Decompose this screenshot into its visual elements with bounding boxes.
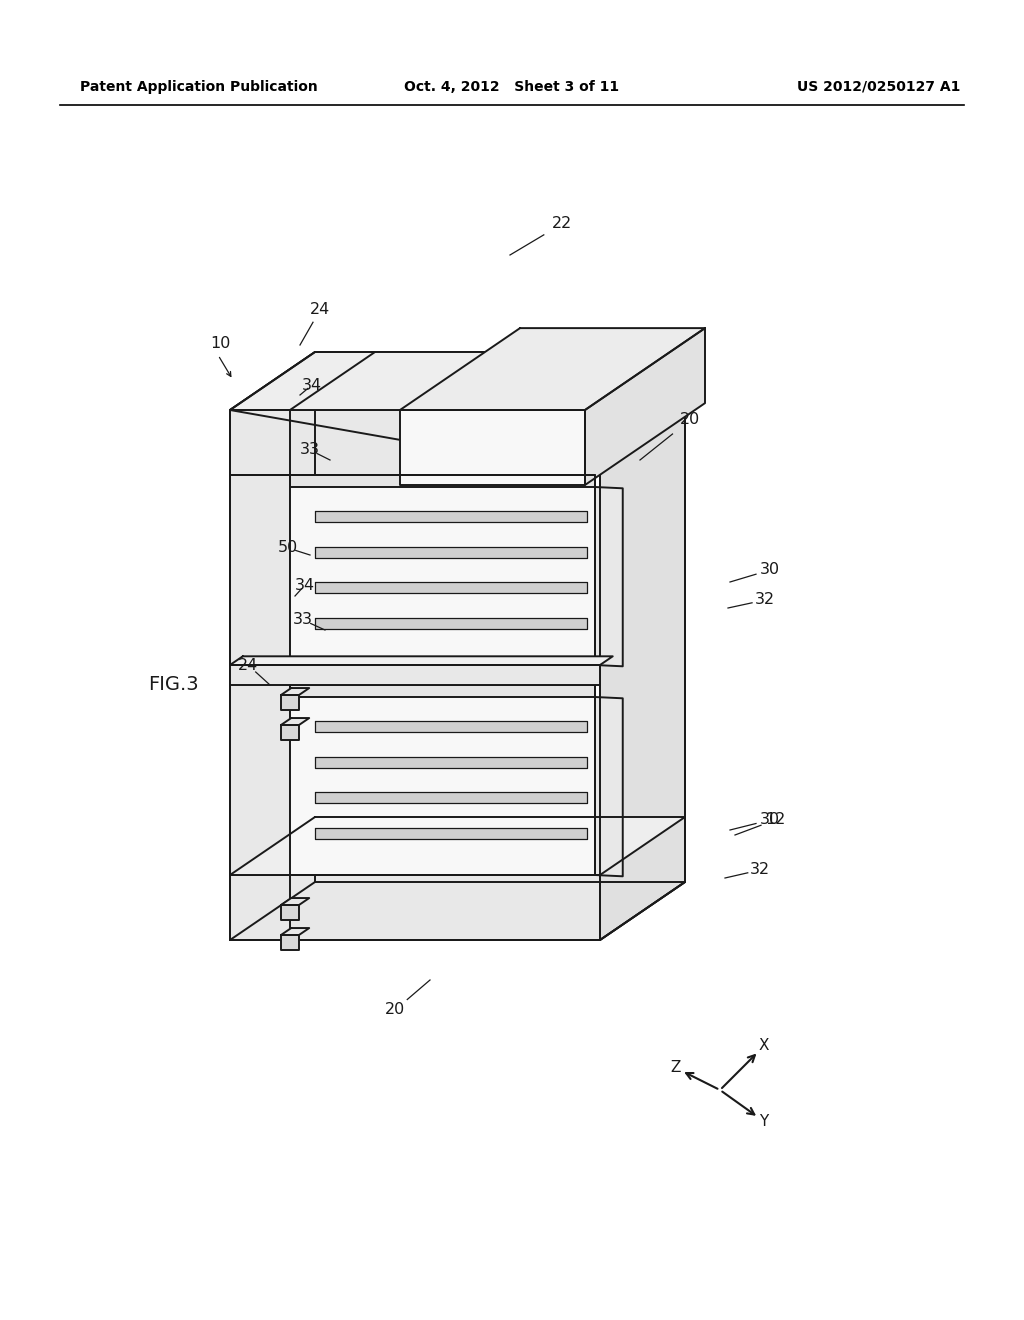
Polygon shape bbox=[281, 906, 299, 920]
Polygon shape bbox=[315, 582, 587, 594]
Text: 24: 24 bbox=[310, 302, 330, 318]
Text: 50: 50 bbox=[278, 540, 298, 556]
Text: 10: 10 bbox=[210, 337, 230, 351]
Text: 34: 34 bbox=[295, 578, 315, 593]
Polygon shape bbox=[315, 792, 587, 804]
Text: FIG.3: FIG.3 bbox=[148, 675, 199, 694]
Text: Z: Z bbox=[671, 1060, 681, 1076]
Text: 32: 32 bbox=[755, 593, 775, 607]
Polygon shape bbox=[585, 329, 705, 484]
Polygon shape bbox=[281, 696, 299, 710]
Polygon shape bbox=[230, 411, 600, 475]
Polygon shape bbox=[290, 475, 595, 487]
Polygon shape bbox=[315, 618, 587, 630]
Polygon shape bbox=[600, 352, 685, 940]
Polygon shape bbox=[230, 665, 600, 685]
Polygon shape bbox=[290, 685, 595, 697]
Polygon shape bbox=[315, 546, 587, 557]
Text: 33: 33 bbox=[293, 612, 313, 627]
Polygon shape bbox=[315, 721, 587, 731]
Text: 32: 32 bbox=[750, 862, 770, 878]
Text: 22: 22 bbox=[552, 216, 572, 231]
Text: 20: 20 bbox=[385, 1002, 406, 1018]
Polygon shape bbox=[315, 511, 587, 521]
Text: Y: Y bbox=[760, 1114, 769, 1129]
Polygon shape bbox=[315, 756, 587, 768]
Text: 30: 30 bbox=[760, 813, 780, 828]
Polygon shape bbox=[315, 828, 587, 840]
Polygon shape bbox=[595, 487, 623, 667]
Polygon shape bbox=[230, 352, 685, 411]
Text: US 2012/0250127 A1: US 2012/0250127 A1 bbox=[797, 81, 961, 94]
Polygon shape bbox=[281, 898, 309, 906]
Polygon shape bbox=[400, 411, 585, 484]
Text: 20: 20 bbox=[680, 412, 700, 428]
Text: 24: 24 bbox=[238, 657, 258, 672]
Polygon shape bbox=[595, 697, 623, 876]
Polygon shape bbox=[230, 411, 600, 475]
Polygon shape bbox=[400, 329, 705, 411]
Polygon shape bbox=[230, 875, 600, 940]
Text: 30: 30 bbox=[760, 562, 780, 578]
Polygon shape bbox=[281, 928, 309, 935]
Text: 12: 12 bbox=[765, 813, 785, 828]
Polygon shape bbox=[290, 685, 595, 875]
Polygon shape bbox=[230, 411, 290, 940]
Polygon shape bbox=[230, 656, 612, 665]
Text: Oct. 4, 2012   Sheet 3 of 11: Oct. 4, 2012 Sheet 3 of 11 bbox=[404, 81, 620, 94]
Polygon shape bbox=[281, 688, 309, 696]
Polygon shape bbox=[290, 475, 595, 665]
Text: 33: 33 bbox=[300, 442, 319, 458]
Polygon shape bbox=[600, 352, 685, 940]
Polygon shape bbox=[230, 352, 375, 411]
Text: Patent Application Publication: Patent Application Publication bbox=[80, 81, 317, 94]
Text: 34: 34 bbox=[302, 378, 323, 392]
Polygon shape bbox=[281, 935, 299, 950]
Text: X: X bbox=[759, 1039, 769, 1053]
Polygon shape bbox=[281, 718, 309, 725]
Polygon shape bbox=[281, 725, 299, 741]
Polygon shape bbox=[230, 817, 685, 875]
